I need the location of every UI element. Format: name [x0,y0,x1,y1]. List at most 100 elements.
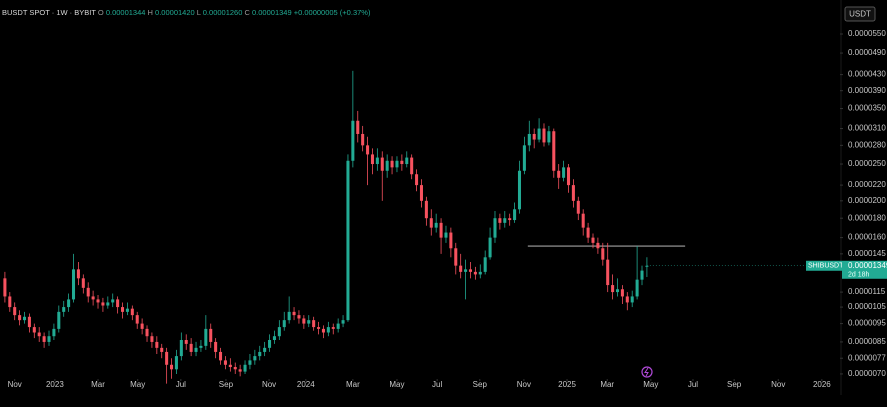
y-tick-label: 0.0000105 [848,302,886,311]
x-tick-label: May [643,380,658,389]
candle-body [121,307,125,312]
candle-body [160,347,164,352]
candle-body [219,351,223,361]
x-tick-label: Nov [517,380,531,389]
candle-body [478,271,482,275]
candle-body [532,133,536,140]
candle-body [292,311,296,316]
candle-body [184,340,188,344]
candle-body [62,307,66,312]
field-value: 0.00001260 [203,8,243,17]
candle-body [140,323,144,329]
candle-body [449,232,453,249]
candle-body [429,218,433,228]
candle-body [302,318,306,324]
candle-body [130,308,134,316]
header: BUSDT SPOT · 1W · BYBIT O 0.00001344 H 0… [2,8,371,17]
field-key: C [244,8,250,17]
currency-box[interactable] [844,6,876,22]
candle-body [410,157,414,175]
candle-body [86,287,90,297]
candle-body [552,131,556,171]
x-tick-label: Jul [176,380,186,389]
candle-body [454,248,458,266]
icon-ring [641,366,653,378]
candle-body [606,259,610,286]
icon-bolt [644,367,649,377]
candle-body [312,320,316,328]
replay-icon[interactable] [641,366,653,378]
candle-body [174,356,178,370]
candle-body [18,315,22,321]
candle-body [434,222,438,228]
candle-body [22,316,27,321]
y-tick-label: 0.0000390 [848,86,886,95]
candle-body [189,343,193,352]
y-tick-label: 0.0000085 [848,337,886,346]
candle-body [155,341,159,348]
candle-body [248,360,252,365]
candle-body [405,157,409,165]
candle-body [498,218,502,223]
candle-body [57,311,61,329]
candle-body [8,296,12,308]
candle-body [361,133,365,146]
candle-body [165,351,169,365]
candle-body [615,289,620,293]
candle-body [135,315,139,324]
candle-body [366,145,370,155]
candle-body [331,327,335,329]
y-tick-label: 0.0000280 [848,140,886,149]
candle-body [473,271,477,275]
candle-body [42,336,46,342]
candle-body [297,315,301,319]
x-tick-label: Mar [600,380,614,389]
candle-body [444,232,448,238]
candle-body [96,299,100,303]
y-tick-label: 0.0000180 [848,213,886,222]
candle-body [317,327,321,329]
candle-body [204,328,208,346]
candle-body [468,269,472,272]
field-key: O [98,8,104,17]
candle-body [71,269,76,300]
candle-body [581,213,585,228]
x-tick-label: 2025 [558,380,576,389]
x-tick-label: Sep [219,380,234,389]
candle-body [375,157,379,165]
candle-body [263,347,267,352]
x-tick-label: May [389,380,404,389]
candle-body [625,296,629,303]
x-tick-label: Mar [91,380,105,389]
y-tick-label: 0.0000430 [848,70,886,79]
y-tick-label: 0.0000550 [848,29,886,38]
candle-body [508,218,512,221]
x-tick-label: Jul [432,380,442,389]
candle-body [493,218,497,238]
change: +0.00000005 (+0.37%) [294,8,371,17]
y-tick-label: 0.0000070 [848,369,886,378]
candle-body [91,296,95,300]
candle-body [287,311,291,321]
candle-body [513,209,517,221]
candle-body [282,320,286,328]
candle-body [380,157,384,171]
candle-body [483,257,487,272]
x-tick-label: May [130,380,145,389]
candle-body [13,307,17,316]
x-tick-label: 2023 [46,380,64,389]
candle-body [179,340,183,357]
field-value: 0.00001349 [252,8,292,17]
price-tag-countdown: 2d 18h [848,272,870,279]
price-tag-symbol-bg [806,260,842,271]
x-tick-label: Jul [688,380,698,389]
candle-body [576,200,580,214]
candle-body [233,367,237,370]
y-tick-label: 0.0000200 [848,196,886,205]
price-tag-symbol: SHIBUSDT [808,263,844,270]
y-tick-label: 0.0000115 [848,287,886,296]
price-tag-price: 0.00001349 [848,261,887,270]
candle-body [116,299,120,308]
candle-body [258,351,262,357]
